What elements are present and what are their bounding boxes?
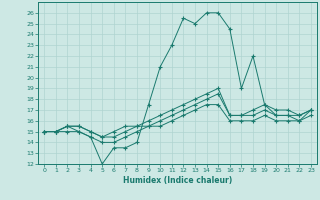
X-axis label: Humidex (Indice chaleur): Humidex (Indice chaleur) [123, 176, 232, 185]
